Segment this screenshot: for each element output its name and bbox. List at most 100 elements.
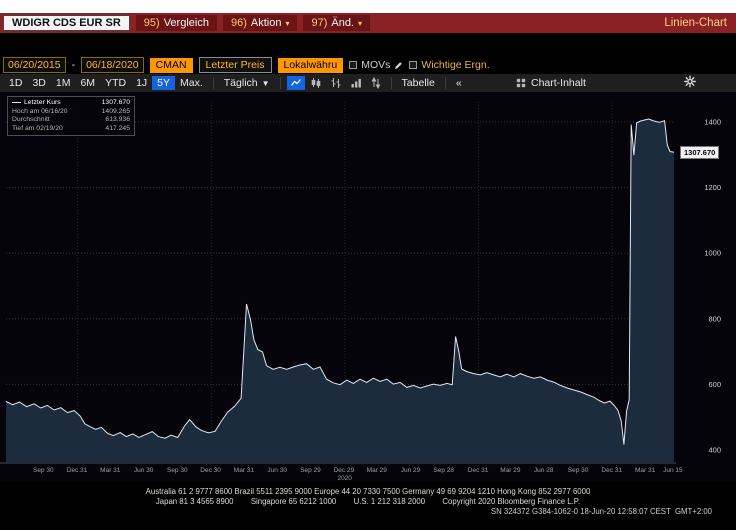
menu-item-number: 97) bbox=[311, 17, 328, 29]
area-fill bbox=[6, 119, 674, 463]
command-bar: WDIGR CDS EUR SR 95) Vergleich 96) Aktion ▾ 9… bbox=[0, 13, 736, 33]
currency-mode-select[interactable]: Lokalwähru bbox=[277, 57, 344, 73]
toolbar-divider bbox=[212, 77, 214, 89]
page-title: Linien-Chart bbox=[664, 17, 727, 29]
legend-high-label: Hoch am 06/16/20 bbox=[12, 107, 68, 115]
y-axis-label: 1400 bbox=[704, 118, 721, 127]
frequency-label: Täglich bbox=[223, 77, 258, 89]
period-buttons: 1D 3D 1M 6M YTD 1J 5Y Max. bbox=[4, 76, 208, 90]
last-price-axis-marker: 1307.670 bbox=[680, 146, 720, 160]
period-button-max[interactable]: Max. bbox=[180, 77, 203, 89]
bloomberg-footer: Australia 61 2 9777 8600 Brazil 5511 239… bbox=[0, 482, 736, 530]
important-events-checkbox[interactable] bbox=[409, 61, 418, 69]
x-axis-label: Dec 30 bbox=[200, 467, 221, 474]
important-events-label: Wichtige Ergn. bbox=[421, 59, 490, 71]
period-button-ytd[interactable]: YTD bbox=[105, 77, 127, 89]
legend-last-value: 1307.670 bbox=[101, 99, 130, 106]
chart-content-label: Chart-Inhalt bbox=[531, 77, 586, 89]
price-line bbox=[5, 118, 675, 445]
chevron-down-icon: ▼ bbox=[261, 78, 270, 88]
legend-average-row: Durchschnitt 613.936 bbox=[12, 116, 130, 125]
chevron-down-icon: ▾ bbox=[285, 18, 290, 28]
movs-label: MOVs bbox=[361, 59, 391, 71]
legend-average-value: 613.936 bbox=[105, 116, 130, 123]
period-button-1d[interactable]: 1D bbox=[9, 77, 23, 89]
window-top-strip bbox=[0, 0, 736, 13]
table-button[interactable]: Tabelle bbox=[401, 77, 435, 89]
movs-toggle[interactable]: MOVs bbox=[349, 59, 403, 71]
grid-icon bbox=[516, 78, 526, 88]
toolbar-divider bbox=[390, 77, 392, 89]
settings-gear-button[interactable] bbox=[684, 75, 696, 91]
y-axis-label: 400 bbox=[708, 446, 721, 455]
x-axis-label: Dec 31 bbox=[601, 467, 622, 474]
movs-checkbox[interactable] bbox=[349, 61, 358, 69]
date-from-input[interactable]: 06/20/2015 bbox=[3, 57, 66, 73]
bar-chart-icon[interactable] bbox=[347, 76, 365, 90]
legend-low-value: 417.245 bbox=[105, 124, 130, 132]
period-button-1j[interactable]: 1J bbox=[136, 77, 148, 89]
x-axis-label: Jun 28 bbox=[534, 467, 554, 474]
toolbar-divider bbox=[444, 77, 446, 89]
x-axis-label: Mar 31 bbox=[100, 467, 121, 474]
menu-item-nd[interactable]: 97) Änd. ▾ bbox=[303, 15, 371, 31]
x-axis-label: Mar 29 bbox=[367, 467, 388, 474]
menu-item-number: 96) bbox=[230, 17, 247, 29]
period-button-6m[interactable]: 6M bbox=[80, 77, 96, 89]
menu-item-vergleich[interactable]: 95) Vergleich bbox=[135, 15, 217, 31]
up-down-arrows-icon[interactable] bbox=[367, 76, 385, 90]
x-axis-label: Mar 31 bbox=[234, 467, 255, 474]
chevron-down-icon: ▾ bbox=[358, 18, 363, 28]
line-chart-icon[interactable] bbox=[286, 76, 305, 90]
frequency-dropdown[interactable]: Täglich ▼ bbox=[219, 76, 275, 90]
legend-high-row: Hoch am 06/16/20 1409.265 bbox=[12, 108, 130, 117]
legend-average-label: Durchschnitt bbox=[12, 116, 50, 123]
chart-settings-bar: 06/20/2015 - 06/18/2020 CMAN Letzter Pre… bbox=[0, 56, 736, 74]
chart-area: 400 600 800 1000 1200 1400 Sep 30 Dec 31 Mar 31 J… bbox=[0, 92, 736, 482]
x-axis-label: Sep 30 bbox=[568, 467, 589, 474]
x-axis-label: Sep 28 bbox=[433, 467, 454, 474]
x-axis-label: Dec 31 bbox=[67, 467, 88, 474]
menu-item-number: 95) bbox=[143, 17, 160, 29]
chart-legend: Letzter Kurs 1307.670 Hoch am 06/16/20 1… bbox=[7, 96, 135, 136]
period-button-3d[interactable]: 3D bbox=[32, 77, 46, 89]
toolbar-divider bbox=[279, 77, 281, 89]
x-axis-label: Sep 30 bbox=[167, 467, 188, 474]
x-axis-label: Mar 31 bbox=[635, 467, 656, 474]
menu-items: 95) Vergleich 96) Aktion ▾ 97) Änd. ▾ bbox=[135, 15, 371, 31]
collapse-panel-button[interactable]: « bbox=[455, 77, 462, 89]
chart-plot[interactable]: 400 600 800 1000 1200 1400 Sep 30 Dec 31 Mar 31 J… bbox=[0, 92, 736, 482]
chart-content-button[interactable]: Chart-Inhalt bbox=[516, 77, 586, 89]
date-to-input[interactable]: 06/18/2020 bbox=[81, 57, 144, 73]
candlestick-icon[interactable] bbox=[307, 76, 325, 90]
ohlc-bars-icon[interactable] bbox=[327, 76, 345, 90]
x-axis-label: Dec 29 bbox=[334, 467, 355, 474]
y-axis-label: 1200 bbox=[704, 183, 721, 192]
x-axis-label: Sep 29 bbox=[300, 467, 321, 474]
x-axis-label: Jun 15 bbox=[663, 467, 683, 474]
important-events-toggle[interactable]: Wichtige Ergn. bbox=[409, 59, 490, 71]
menu-item-label: Aktion bbox=[250, 17, 282, 29]
menu-item-label: Änd. bbox=[331, 17, 354, 29]
x-axis-label: Jun 29 bbox=[401, 467, 421, 474]
x-axis-label: Mar 29 bbox=[500, 467, 521, 474]
x-axis-label: Sep 30 bbox=[33, 467, 54, 474]
period-button-5y[interactable]: 5Y bbox=[152, 76, 175, 90]
security-ticker[interactable]: WDIGR CDS EUR SR bbox=[3, 15, 130, 31]
x-axis-label: Jun 30 bbox=[134, 467, 154, 474]
pencil-icon[interactable] bbox=[394, 61, 403, 70]
legend-high-value: 1409.265 bbox=[101, 107, 130, 115]
source-select[interactable]: CMAN bbox=[149, 57, 193, 73]
x-axis-label: Dec 31 bbox=[468, 467, 489, 474]
price-field-select[interactable]: Letzter Preis bbox=[198, 57, 272, 73]
y-axis-label: 800 bbox=[708, 314, 721, 323]
y-axis-label: 1000 bbox=[704, 249, 721, 258]
chart-toolbar: 1D 3D 1M 6M YTD 1J 5Y Max. Täglich ▼ bbox=[0, 74, 736, 92]
period-button-1m[interactable]: 1M bbox=[55, 77, 71, 89]
footer-phone-line-2: Japan 81 3 4565 8900 Singapore 65 6212 1… bbox=[155, 497, 581, 506]
footer-phone-line-1: Australia 61 2 9777 8600 Brazil 5511 239… bbox=[145, 487, 591, 496]
footer-session-info: SN 324372 G384-1062-0 18-Jun-20 12:58:07… bbox=[490, 507, 712, 516]
menu-item-aktion[interactable]: 96) Aktion ▾ bbox=[222, 15, 298, 31]
legend-last-label: Letzter Kurs bbox=[24, 99, 61, 106]
